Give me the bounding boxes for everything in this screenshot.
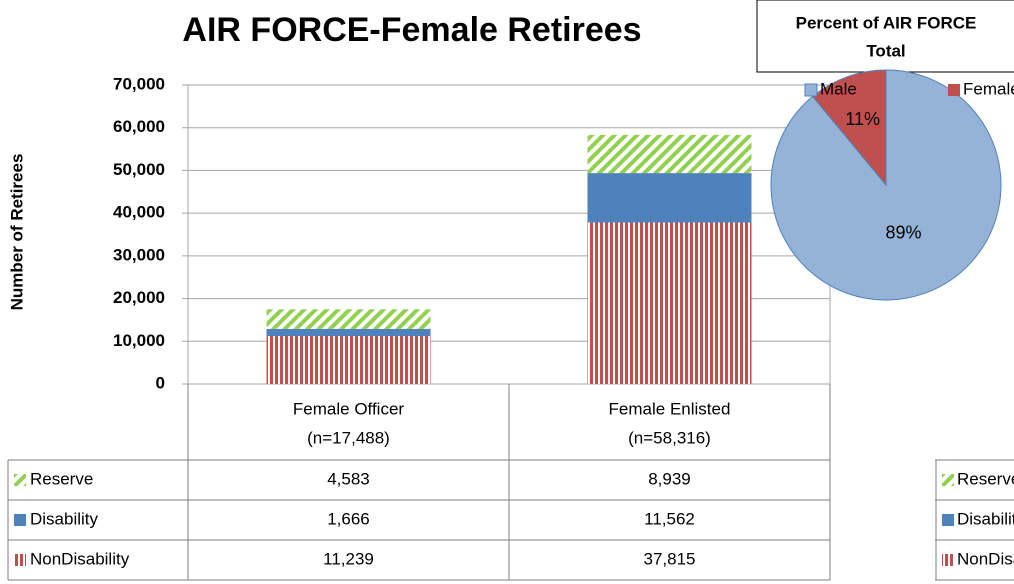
table-value: 4,583 xyxy=(327,469,370,488)
legend-label: Disability xyxy=(30,509,99,528)
legend-label: Disability xyxy=(957,509,1014,528)
legend-label: NonDisability xyxy=(30,549,130,568)
legend-swatch xyxy=(942,474,954,486)
legend-swatch xyxy=(942,514,954,526)
y-tick-label: 60,000 xyxy=(113,117,165,136)
table-value: 11,562 xyxy=(644,509,695,528)
table-value: 11,239 xyxy=(323,549,374,568)
chart-title: AIR FORCE-Female Retirees xyxy=(182,11,641,49)
pie-title-box xyxy=(756,0,1014,73)
pie-title: Total xyxy=(866,41,905,60)
y-axis-label: Number of Retirees xyxy=(7,154,26,311)
y-tick-label: 10,000 xyxy=(113,331,165,350)
legend-label: Reserve xyxy=(957,469,1014,488)
x-tick-label: (n=58,316) xyxy=(628,428,711,447)
legend-swatch xyxy=(14,554,26,566)
legend-swatch xyxy=(948,84,960,96)
y-tick-label: 40,000 xyxy=(113,203,165,222)
legend-label: Male xyxy=(820,79,857,98)
legend-label: NonDisability xyxy=(957,549,1014,568)
bar-segment xyxy=(587,173,752,223)
y-tick-label: 70,000 xyxy=(113,74,165,93)
table-value: 37,815 xyxy=(644,549,696,568)
legend-swatch xyxy=(14,514,26,526)
bar-segment xyxy=(266,328,431,336)
y-tick-label: 20,000 xyxy=(113,288,165,307)
x-tick-label: (n=17,488) xyxy=(307,428,390,447)
pie-title: Percent of AIR FORCE xyxy=(796,13,977,32)
legend-swatch xyxy=(942,554,954,566)
bar-segment xyxy=(587,222,752,384)
x-tick-label: Female Officer xyxy=(293,399,405,418)
y-tick-label: 0 xyxy=(156,373,165,392)
y-tick-label: 30,000 xyxy=(113,245,165,264)
pie-value-label: 11% xyxy=(845,109,880,129)
bar-segment xyxy=(266,335,431,384)
x-tick-label: Female Enlisted xyxy=(609,399,731,418)
table-value: 1,666 xyxy=(327,509,370,528)
legend-swatch xyxy=(804,83,818,97)
clipped-legend: Reserve Disability NonDisability xyxy=(935,459,1014,581)
legend-label: Reserve xyxy=(30,469,93,488)
pie-value-label: 89% xyxy=(886,222,922,242)
bar-segment xyxy=(587,134,752,174)
legend-label: Female xyxy=(963,79,1014,98)
legend-swatch xyxy=(14,474,26,486)
table-value: 8,939 xyxy=(648,469,691,488)
y-tick-label: 50,000 xyxy=(113,160,165,179)
bar-segment xyxy=(266,309,431,329)
